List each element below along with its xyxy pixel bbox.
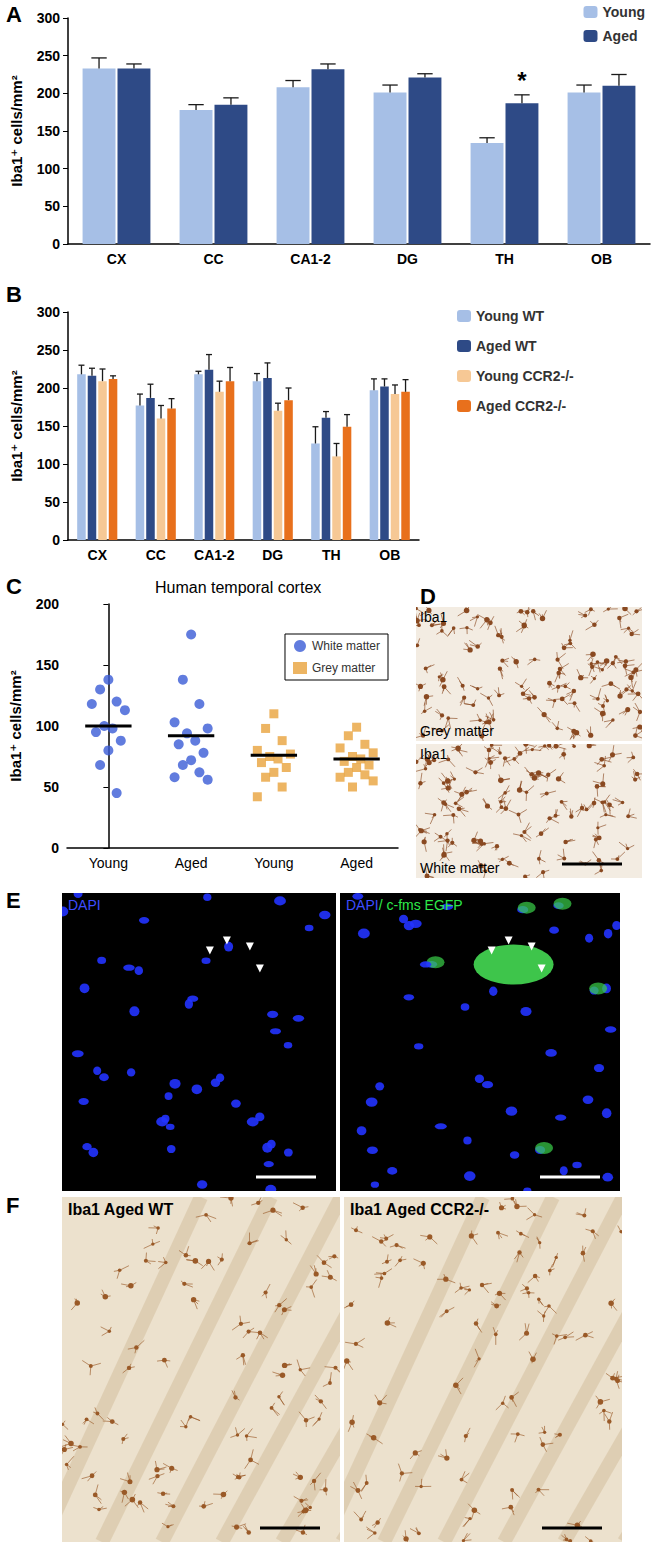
svg-text:150: 150	[37, 123, 61, 139]
svg-text:Iba1⁺ cells/mm²: Iba1⁺ cells/mm²	[8, 370, 25, 481]
svg-text:CC: CC	[203, 251, 223, 267]
html-text:D: D	[420, 584, 436, 609]
html-text:Iba1 Aged WT: Iba1 Aged WT	[68, 1201, 174, 1218]
html-text:B: B	[6, 282, 22, 307]
svg-text:DG: DG	[397, 251, 418, 267]
svg-text:150: 150	[36, 657, 60, 673]
svg-text:Iba1⁺ cells/mm²: Iba1⁺ cells/mm²	[7, 670, 24, 781]
svg-text:Iba1⁺ cells/mm²: Iba1⁺ cells/mm²	[8, 75, 25, 186]
svg-text:DG: DG	[262, 547, 283, 563]
html-text:A: A	[6, 2, 22, 27]
svg-text:100: 100	[36, 718, 60, 734]
svg-text:0: 0	[52, 236, 60, 252]
svg-text:CA1-2: CA1-2	[290, 251, 331, 267]
svg-text:50: 50	[44, 494, 60, 510]
svg-text:200: 200	[37, 380, 61, 396]
svg-text:CA1-2: CA1-2	[194, 547, 235, 563]
html-text:White matter: White matter	[420, 860, 500, 876]
svg-text:Aged: Aged	[602, 28, 637, 44]
svg-text:OB: OB	[379, 547, 400, 563]
html-text:Grey matter: Grey matter	[420, 723, 494, 739]
svg-text:OB: OB	[591, 251, 612, 267]
svg-text:250: 250	[37, 48, 61, 64]
svg-text:50: 50	[43, 779, 59, 795]
svg-text:Young: Young	[89, 855, 128, 871]
svg-text:Aged: Aged	[175, 855, 208, 871]
html-text:F: F	[6, 1193, 20, 1218]
svg-text:*: *	[517, 67, 527, 94]
html-text:E: E	[6, 888, 21, 913]
svg-text:0: 0	[52, 532, 60, 548]
svg-text:50: 50	[44, 198, 60, 214]
svg-text:100: 100	[37, 161, 61, 177]
svg-text:Aged CCR2-/-: Aged CCR2-/-	[476, 398, 567, 414]
svg-text:Aged: Aged	[340, 855, 373, 871]
svg-text:Aged WT: Aged WT	[476, 338, 537, 354]
svg-text:Young CCR2-/-: Young CCR2-/-	[476, 368, 574, 384]
html-text:DAPI: DAPI	[68, 897, 101, 913]
html-text:C: C	[6, 574, 22, 599]
svg-text:CX: CX	[88, 547, 108, 563]
svg-text:0: 0	[51, 840, 59, 856]
svg-text:300: 300	[37, 10, 61, 26]
html-text:Iba1: Iba1	[420, 746, 448, 762]
svg-text:150: 150	[37, 418, 61, 434]
svg-text:White matter: White matter	[312, 639, 380, 653]
svg-text:CC: CC	[146, 547, 166, 563]
html-text:Iba1: Iba1	[420, 609, 448, 625]
svg-text:TH: TH	[322, 547, 341, 563]
svg-text:Grey matter: Grey matter	[312, 661, 375, 675]
svg-text:200: 200	[36, 596, 60, 612]
svg-text:CX: CX	[107, 251, 127, 267]
svg-text:300: 300	[37, 304, 61, 320]
svg-text:Young: Young	[602, 4, 645, 20]
svg-text:Human temporal cortex: Human temporal cortex	[155, 579, 321, 596]
svg-text:100: 100	[37, 456, 61, 472]
svg-text:Young: Young	[254, 855, 293, 871]
html-text:DAPI / c-fms EGFP: DAPI / c-fms EGFP	[346, 897, 463, 913]
svg-text:250: 250	[37, 342, 61, 358]
svg-text:200: 200	[37, 85, 61, 101]
svg-text:TH: TH	[495, 251, 514, 267]
html-text:Iba1 Aged CCR2-/-: Iba1 Aged CCR2-/-	[350, 1201, 489, 1218]
svg-text:Young WT: Young WT	[476, 308, 545, 324]
